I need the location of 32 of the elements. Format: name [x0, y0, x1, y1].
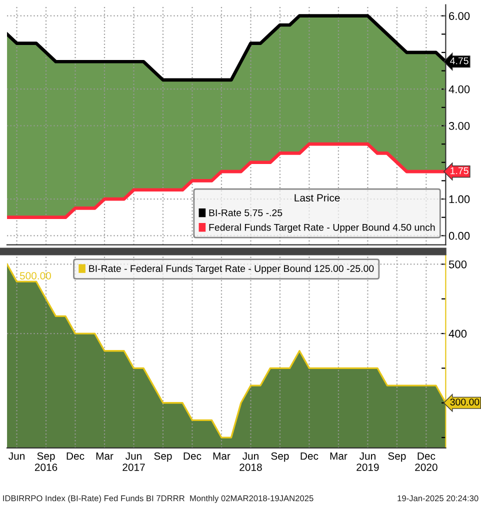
text: 1.75: [450, 167, 468, 174]
x-tick-label: Jun 2019: [356, 452, 379, 471]
x-tick-label: Jun 2018: [240, 452, 262, 471]
text: 4.75: [450, 57, 468, 64]
legend-title: Last Price: [294, 194, 340, 202]
x-tick-label: Dec: [66, 452, 84, 460]
y-tick-label: 0.00: [448, 232, 470, 240]
x-tick-label: Sep: [388, 452, 406, 462]
legend-label: BI-Rate 5.75 -.25: [209, 209, 282, 216]
y-tick-label: 500: [448, 260, 467, 268]
legend-label: Federal Funds Target Rate - Upper Bound 4.50 unch: [209, 224, 435, 233]
text: 19-Jan-2025 20:24:30: [398, 495, 478, 502]
y-tick-label: 400: [448, 330, 467, 338]
text: 300.00: [450, 398, 480, 406]
annotation: 500.00: [20, 272, 51, 280]
x-tick-label: Mar: [96, 452, 114, 460]
text: IDBIRRPO Index (BI-Rate) Fed Funds BI 7DRRR Monthly 02MAR2018-19JAN2025: [3, 495, 314, 503]
y-tick-label: 4.00: [448, 85, 470, 94]
y-tick-label: 3.00: [448, 122, 470, 130]
legend-label: BI-Rate - Federal Funds Target Rate - Upper Bound 125.00 -25.00: [89, 264, 374, 274]
y-tick-label: 6.00: [449, 12, 470, 20]
x-tick-label: Dec: [184, 452, 202, 460]
x-tick-label: Dec: [300, 452, 318, 460]
x-tick-label: Jun: [8, 452, 24, 460]
y-tick-label: 1.00: [449, 195, 470, 204]
x-tick-label: Mar: [330, 452, 348, 460]
x-tick-label: Sep: [271, 452, 289, 462]
x-tick-label: Dec 2020: [415, 452, 438, 471]
x-tick-label: Jun 2017: [122, 452, 145, 471]
x-tick-label: Sep 2016: [34, 452, 58, 471]
x-tick-label: Sep: [154, 452, 172, 462]
x-tick-label: Mar: [213, 452, 230, 460]
